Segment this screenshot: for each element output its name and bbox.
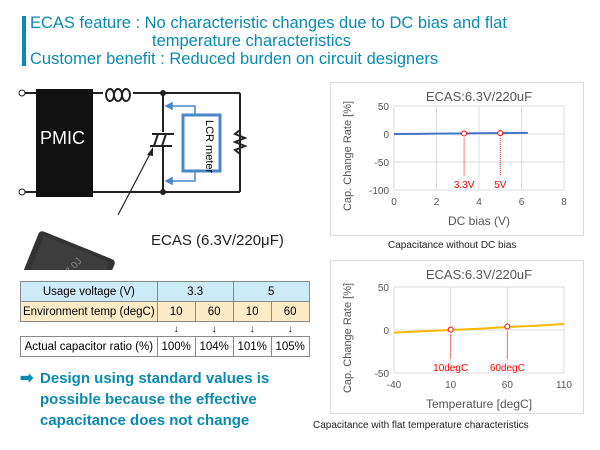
- cell: 10: [156, 301, 196, 322]
- x-tick-label: 110: [556, 380, 572, 391]
- x-tick-label: 0: [391, 197, 397, 208]
- dc-bias-chart: ECAS:6.3V/220uF 0 2 4 6 8 50 0 -50 -100 DC bias (V…: [330, 82, 584, 236]
- lcr-meter: [181, 113, 222, 173]
- cell: 5: [232, 281, 310, 302]
- x-tick-label: 8: [561, 197, 567, 208]
- x-axis-label: DC bias (V): [448, 214, 510, 228]
- cell: 101%: [232, 336, 272, 357]
- data-marker: [497, 130, 504, 137]
- header-line3: Customer benefit : Reduced burden on cir…: [30, 50, 439, 68]
- chart1-caption: Capacitance without DC bias: [388, 240, 517, 251]
- down-arrow-icon: ↓: [173, 323, 179, 335]
- cell: 105%: [270, 336, 310, 357]
- circuit-diagram: 227 0J: [18, 84, 248, 270]
- y-tick-label: -100: [369, 186, 389, 197]
- chart-title: ECAS:6.3V/220uF: [426, 267, 532, 282]
- y-tick-label: 50: [378, 283, 390, 294]
- y-tick-label: 50: [378, 102, 390, 113]
- lcr-label: LCR meter: [203, 120, 215, 174]
- usage-voltage-label: Usage voltage (V): [20, 281, 158, 302]
- cell: 10: [232, 301, 272, 322]
- data-marker: [504, 323, 511, 330]
- marker-label: 5V: [494, 180, 507, 191]
- capacitor-ratio-table: Usage voltage (V) 3.3 5 Environment temp (…: [20, 281, 310, 357]
- ratio-label: Actual capacitor ratio (%): [20, 336, 158, 357]
- header-line2: temperature characteristics: [152, 32, 351, 50]
- header-line1: ECAS feature : No characteristic changes…: [30, 14, 507, 32]
- y-tick-label: -50: [375, 158, 390, 169]
- cell: 60: [270, 301, 310, 322]
- marker-label: 10degC: [433, 363, 468, 374]
- series-line: [393, 131, 528, 135]
- header-accent-bar: [22, 16, 26, 66]
- down-arrow-icon: ↓: [211, 323, 217, 335]
- y-tick-label: 0: [383, 130, 389, 141]
- down-arrow-icon: ↓: [249, 323, 255, 335]
- chart2-caption: Capacitance with flat temperature charac…: [313, 420, 529, 431]
- x-axis-label: Temperature [degC]: [426, 397, 532, 411]
- chart-title: ECAS:6.3V/220uF: [426, 89, 532, 104]
- y-tick-label: 0: [383, 326, 389, 337]
- x-tick-label: 60: [502, 380, 514, 391]
- pmic-label: PMIC: [40, 128, 85, 148]
- cell: 100%: [156, 336, 196, 357]
- temperature-chart: ECAS:6.3V/220uF -40 10 60 110 50 0 -50 Temperatu…: [330, 260, 584, 414]
- ecas-capacitor-image: 227 0J: [21, 231, 115, 270]
- cell: 60: [194, 301, 234, 322]
- data-marker: [461, 130, 468, 137]
- x-tick-label: 10: [445, 380, 457, 391]
- down-arrow-icon: ↓: [287, 323, 293, 335]
- cell: 3.3: [156, 281, 234, 302]
- series-line: [393, 322, 565, 334]
- marker-label: 60degC: [490, 363, 525, 374]
- y-axis-label: Cap. Change Rate [%]: [342, 101, 354, 211]
- x-tick-label: 6: [519, 197, 525, 208]
- data-marker: [447, 326, 454, 333]
- arrow-right-icon: ➡: [20, 370, 34, 387]
- cell: 104%: [194, 336, 234, 357]
- conclusion-text: Design using standard values is possible…: [40, 370, 270, 429]
- x-tick-label: 2: [434, 197, 440, 208]
- ecas-part-label: ECAS (6.3V/220μF): [151, 232, 284, 249]
- x-tick-label: 4: [476, 197, 482, 208]
- y-tick-label: -50: [375, 369, 390, 380]
- pmic-block: [36, 89, 93, 197]
- marker-label: 3.3V: [454, 180, 475, 191]
- env-temp-label: Environment temp (degC): [20, 301, 158, 322]
- x-tick-label: -40: [387, 380, 402, 391]
- y-axis-label: Cap. Change Rate [%]: [342, 283, 354, 393]
